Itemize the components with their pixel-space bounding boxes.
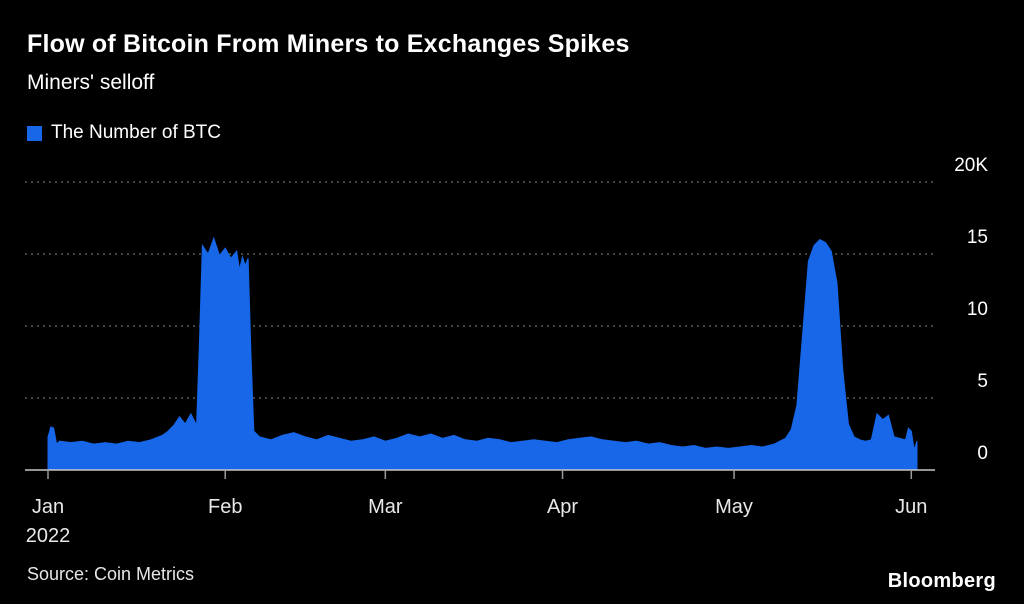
- legend-swatch-icon: [27, 125, 42, 141]
- x-axis-label: Apr: [547, 496, 578, 518]
- x-axis-label: Jun: [895, 496, 927, 518]
- x-axis-label: Feb: [208, 496, 242, 518]
- x-axis-label: Jan: [32, 496, 64, 518]
- x-axis-label: Mar: [368, 496, 403, 518]
- x-axis-year-label: 2022: [26, 525, 71, 547]
- x-axis-label: May: [715, 496, 753, 518]
- chart-subtitle: Miners' selloff: [27, 71, 155, 94]
- legend-label: The Number of BTC: [51, 122, 221, 143]
- y-axis-label: 0: [977, 443, 988, 464]
- btc-flow-area: [47, 236, 918, 471]
- y-axis-label: 5: [977, 371, 988, 392]
- source-note: Source: Coin Metrics: [27, 564, 195, 584]
- y-axis-label: 20K: [954, 155, 988, 176]
- y-axis-label: 10: [967, 299, 988, 320]
- bloomberg-logo: Bloomberg: [887, 570, 996, 592]
- legend: The Number of BTC: [27, 122, 221, 144]
- chart-title: Flow of Bitcoin From Miners to Exchanges…: [27, 30, 630, 58]
- y-axis-label: 15: [967, 227, 988, 248]
